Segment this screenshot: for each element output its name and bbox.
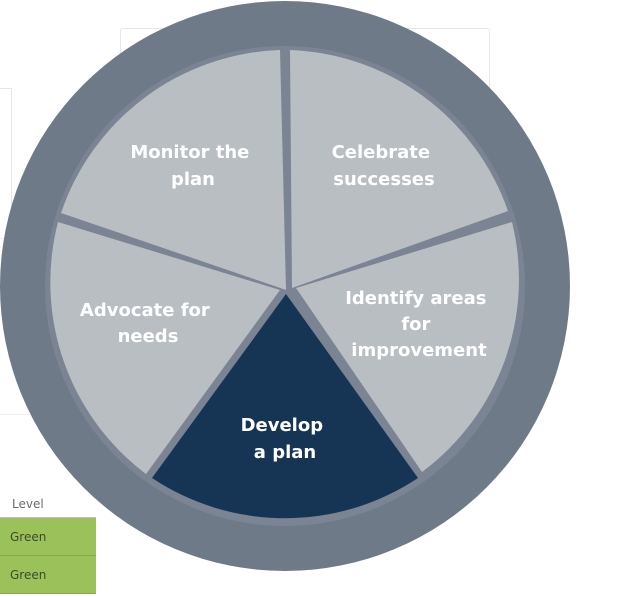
level-table-fragment: Level Green Green [0, 488, 96, 594]
segment-label-line: Advocate for [80, 300, 210, 321]
segment-label-celebrate: Celebrate successes [332, 142, 437, 190]
segment-monitor [61, 50, 286, 290]
segment-label-monitor: Monitor the plan [130, 142, 255, 190]
segment-label-line: a plan [254, 442, 316, 463]
segment-label-line: plan [171, 169, 215, 190]
segment-label-line: Develop [241, 415, 324, 436]
segment-identify [296, 222, 519, 472]
table-row: Green [0, 518, 96, 556]
segment-label-line: Monitor the [130, 142, 249, 163]
segment-label-line: improvement [351, 340, 487, 361]
segment-label-line: needs [118, 326, 179, 347]
segment-label-advocate: Advocate for needs [80, 300, 216, 347]
wheel-segments [50, 50, 519, 519]
segment-label-line: for [401, 314, 430, 335]
segment-label-line: Identify areas [345, 288, 486, 309]
segment-advocate [50, 222, 280, 474]
table-header-level: Level [0, 488, 96, 518]
segment-label-develop: Develop a plan [241, 415, 330, 463]
segment-label-identify: Identify areas for improvement [345, 288, 493, 361]
table-row: Green [0, 556, 96, 594]
segment-label-line: successes [333, 169, 434, 190]
segment-label-line: Celebrate [332, 142, 431, 163]
segment-celebrate [290, 50, 508, 288]
segment-develop [152, 294, 418, 519]
